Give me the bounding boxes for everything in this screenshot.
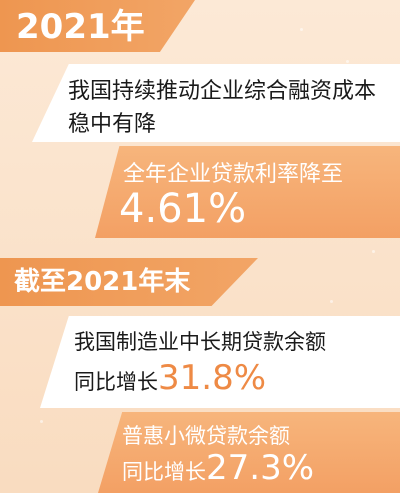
microloan-label: 普惠小微贷款余额 — [122, 424, 290, 448]
manufacturing-loan-card: 我国制造业中长期贷款余额 同比增长31.8% — [40, 316, 400, 408]
statement-card: 我国持续推动企业综合融资成本 稳中有降 — [32, 64, 400, 142]
sparkle-dot — [40, 420, 43, 423]
rate-highlight-card: 全年企业贷款利率降至 4.61% — [95, 146, 400, 238]
sparkle-dot — [346, 60, 349, 63]
manufacturing-loan-growth: 同比增长31.8% — [74, 358, 266, 398]
microloan-card: 普惠小微贷款余额 同比增长27.3% — [98, 412, 400, 493]
rate-highlight-value: 4.61% — [119, 186, 247, 232]
growth-prefix: 同比增长 — [122, 460, 206, 484]
section-tab-2021: 2021年 — [0, 0, 195, 52]
sparkle-dot — [300, 28, 303, 31]
section-tab-label: 截至2021年末 — [14, 267, 191, 297]
microloan-growth: 同比增长27.3% — [122, 448, 314, 488]
growth-prefix: 同比增长 — [74, 370, 158, 394]
microloan-growth-value: 27.3% — [206, 448, 315, 488]
sparkle-dot — [372, 250, 375, 253]
statement-line-1: 我国持续推动企业综合融资成本 — [68, 79, 377, 104]
rate-highlight-label: 全年企业贷款利率降至 — [123, 162, 344, 187]
section-tab-end-2021: 截至2021年末 — [0, 258, 258, 306]
statement-line-2: 稳中有降 — [68, 112, 157, 137]
sparkle-dot — [330, 300, 333, 303]
section-tab-label: 2021年 — [16, 7, 145, 47]
manufacturing-loan-growth-value: 31.8% — [158, 358, 267, 398]
manufacturing-loan-label: 我国制造业中长期贷款余额 — [74, 330, 326, 354]
